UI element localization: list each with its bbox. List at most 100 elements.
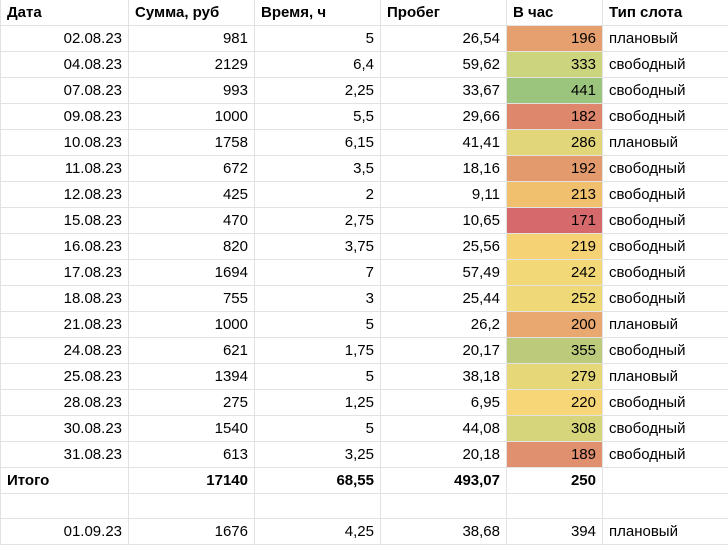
time-cell[interactable]: 5 [254,363,381,390]
per-hour-cell[interactable]: 189 [506,441,603,468]
total-mileage-cell[interactable]: 493,07 [380,467,507,494]
date-cell[interactable]: 25.08.23 [0,363,129,390]
sum-cell[interactable]: 993 [128,77,255,104]
date-cell[interactable]: 11.08.23 [0,155,129,182]
mileage-cell[interactable]: 41,41 [380,129,507,156]
per-hour-cell[interactable]: 192 [506,155,603,182]
slot-type-cell[interactable]: свободный [602,181,728,208]
sum-cell[interactable]: 613 [128,441,255,468]
date-cell[interactable]: 24.08.23 [0,337,129,364]
slot-type-cell[interactable]: свободный [602,441,728,468]
time-cell[interactable]: 6,4 [254,51,381,78]
header-sum[interactable]: Сумма, руб [128,0,255,26]
per-hour-cell[interactable]: 182 [506,103,603,130]
mileage-cell[interactable]: 26,2 [380,311,507,338]
date-cell[interactable]: 31.08.23 [0,441,129,468]
per-hour-cell[interactable]: 196 [506,25,603,52]
date-cell[interactable]: 18.08.23 [0,285,129,312]
mileage-cell[interactable]: 9,11 [380,181,507,208]
date-cell[interactable]: 30.08.23 [0,415,129,442]
per-hour-cell[interactable]: 242 [506,259,603,286]
header-per-hour[interactable]: В час [506,0,603,26]
date-cell[interactable]: 01.09.23 [0,518,129,545]
sum-cell[interactable]: 275 [128,389,255,416]
date-cell[interactable]: 15.08.23 [0,207,129,234]
mileage-cell[interactable]: 6,95 [380,389,507,416]
mileage-cell[interactable]: 25,44 [380,285,507,312]
sum-cell[interactable]: 1758 [128,129,255,156]
empty-cell[interactable] [506,493,603,519]
empty-cell[interactable] [602,467,728,494]
per-hour-cell[interactable]: 308 [506,415,603,442]
sum-cell[interactable]: 1694 [128,259,255,286]
per-hour-cell[interactable]: 441 [506,77,603,104]
mileage-cell[interactable]: 18,16 [380,155,507,182]
per-hour-cell[interactable]: 279 [506,363,603,390]
time-cell[interactable]: 3,5 [254,155,381,182]
empty-cell[interactable] [602,493,728,519]
empty-cell[interactable] [128,493,255,519]
time-cell[interactable]: 5,5 [254,103,381,130]
sum-cell[interactable]: 1540 [128,415,255,442]
date-cell[interactable]: 10.08.23 [0,129,129,156]
slot-type-cell[interactable]: свободный [602,207,728,234]
sum-cell[interactable]: 2129 [128,51,255,78]
per-hour-cell[interactable]: 394 [506,518,603,545]
mileage-cell[interactable]: 59,62 [380,51,507,78]
empty-cell[interactable] [380,493,507,519]
per-hour-cell[interactable]: 213 [506,181,603,208]
sum-cell[interactable]: 981 [128,25,255,52]
header-time[interactable]: Время, ч [254,0,381,26]
mileage-cell[interactable]: 29,66 [380,103,507,130]
date-cell[interactable]: 21.08.23 [0,311,129,338]
empty-cell[interactable] [254,493,381,519]
per-hour-cell[interactable]: 220 [506,389,603,416]
per-hour-cell[interactable]: 333 [506,51,603,78]
slot-type-cell[interactable]: свободный [602,233,728,260]
slot-type-cell[interactable]: плановый [602,25,728,52]
time-cell[interactable]: 2,25 [254,77,381,104]
sum-cell[interactable]: 470 [128,207,255,234]
slot-type-cell[interactable]: свободный [602,155,728,182]
header-mileage[interactable]: Пробег [380,0,507,26]
header-date[interactable]: Дата [0,0,129,26]
slot-type-cell[interactable]: плановый [602,363,728,390]
mileage-cell[interactable]: 20,18 [380,441,507,468]
slot-type-cell[interactable]: плановый [602,311,728,338]
sum-cell[interactable]: 672 [128,155,255,182]
mileage-cell[interactable]: 33,67 [380,77,507,104]
slot-type-cell[interactable]: свободный [602,103,728,130]
sum-cell[interactable]: 1000 [128,311,255,338]
time-cell[interactable]: 1,25 [254,389,381,416]
slot-type-cell[interactable]: свободный [602,77,728,104]
per-hour-cell[interactable]: 219 [506,233,603,260]
mileage-cell[interactable]: 20,17 [380,337,507,364]
sum-cell[interactable]: 1394 [128,363,255,390]
mileage-cell[interactable]: 25,56 [380,233,507,260]
time-cell[interactable]: 3,25 [254,441,381,468]
date-cell[interactable]: 17.08.23 [0,259,129,286]
sum-cell[interactable]: 1676 [128,518,255,545]
mileage-cell[interactable]: 38,18 [380,363,507,390]
date-cell[interactable]: 28.08.23 [0,389,129,416]
mileage-cell[interactable]: 10,65 [380,207,507,234]
slot-type-cell[interactable]: свободный [602,337,728,364]
empty-cell[interactable] [0,493,129,519]
sum-cell[interactable]: 425 [128,181,255,208]
date-cell[interactable]: 12.08.23 [0,181,129,208]
time-cell[interactable]: 5 [254,415,381,442]
slot-type-cell[interactable]: свободный [602,285,728,312]
slot-type-cell[interactable]: свободный [602,259,728,286]
date-cell[interactable]: 02.08.23 [0,25,129,52]
date-cell[interactable]: 07.08.23 [0,77,129,104]
time-cell[interactable]: 1,75 [254,337,381,364]
mileage-cell[interactable]: 57,49 [380,259,507,286]
time-cell[interactable]: 3,75 [254,233,381,260]
slot-type-cell[interactable]: свободный [602,389,728,416]
slot-type-cell[interactable]: свободный [602,415,728,442]
sum-cell[interactable]: 820 [128,233,255,260]
total-sum-cell[interactable]: 17140 [128,467,255,494]
mileage-cell[interactable]: 44,08 [380,415,507,442]
time-cell[interactable]: 4,25 [254,518,381,545]
total-time-cell[interactable]: 68,55 [254,467,381,494]
